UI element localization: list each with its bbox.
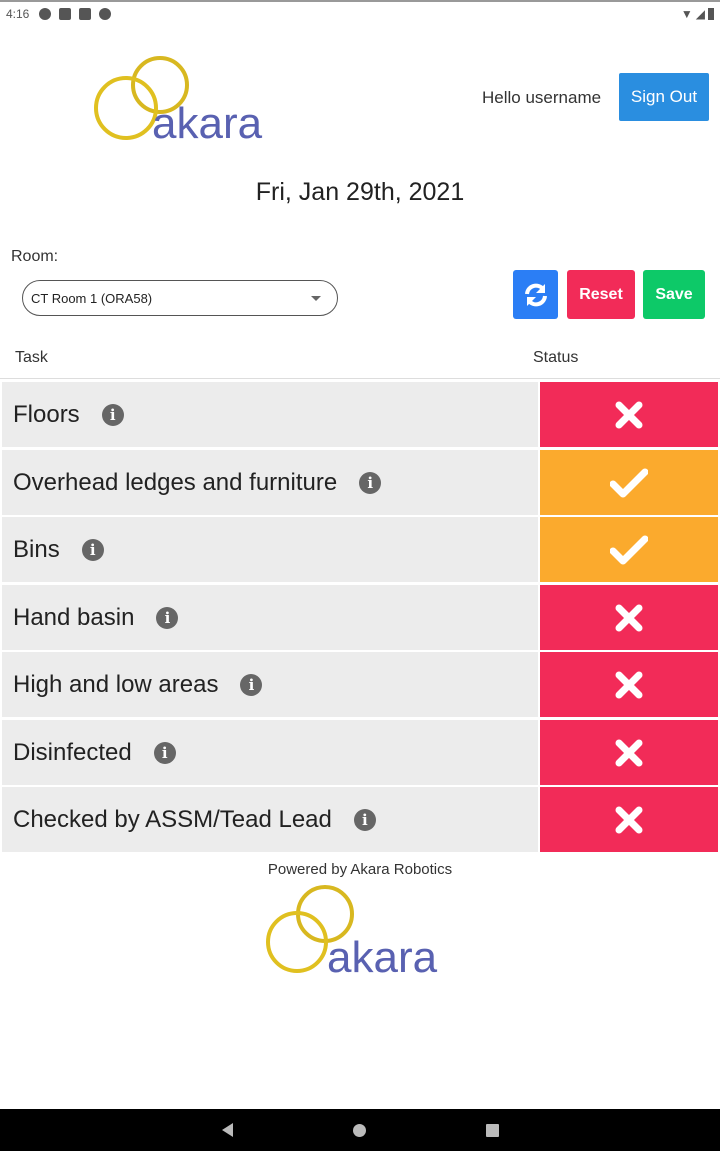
save-button[interactable]: Save — [643, 270, 705, 319]
task-name: Hand basin — [13, 603, 135, 631]
cross-icon — [615, 671, 643, 698]
info-icon[interactable]: i — [240, 673, 263, 696]
powered-by: Powered by Akara Robotics — [267, 861, 453, 878]
refresh-button[interactable] — [513, 270, 558, 319]
reset-button[interactable]: Reset — [567, 270, 635, 319]
notification-icon — [39, 8, 52, 20]
greeting: Hello username — [482, 88, 602, 107]
task-cell: Disinfected i — [2, 720, 538, 785]
system-nav-bar — [0, 1109, 720, 1151]
battery-icon — [708, 8, 714, 20]
cross-icon — [615, 401, 643, 428]
table-row: Hand basin i — [2, 585, 718, 650]
task-column-header: Task — [15, 349, 48, 366]
info-icon[interactable]: i — [153, 741, 176, 764]
info-icon[interactable]: i — [353, 808, 376, 831]
wifi-icon: ▼ — [680, 7, 693, 21]
info-icon[interactable]: i — [359, 471, 382, 494]
status-toggle[interactable] — [540, 450, 718, 515]
cross-icon — [615, 739, 643, 766]
cross-icon — [615, 806, 643, 833]
status-toggle[interactable] — [540, 517, 718, 582]
status-toggle[interactable] — [540, 585, 718, 650]
akara-footer-logo: akara — [266, 885, 438, 977]
akara-logo: akara — [94, 56, 263, 145]
svg-text:akara: akara — [152, 99, 263, 145]
status-toggle[interactable] — [540, 720, 718, 785]
divider — [0, 378, 720, 379]
cross-icon — [615, 604, 643, 631]
task-name: Floors — [13, 400, 80, 428]
status-toggle[interactable] — [540, 382, 718, 447]
room-label: Room: — [11, 248, 59, 265]
back-icon[interactable] — [221, 1123, 233, 1137]
check-icon — [610, 468, 648, 497]
task-cell: Floors i — [2, 382, 538, 447]
table-row: Disinfected i — [2, 720, 718, 785]
recents-icon[interactable] — [485, 1123, 499, 1137]
room-select[interactable]: CT Room 1 (ORA58) — [22, 280, 338, 316]
task-cell: High and low areas i — [2, 652, 538, 717]
system-status-bar: 4:16 ▼ ◢ — [0, 0, 720, 26]
info-icon[interactable]: i — [81, 538, 104, 561]
table-row: Overhead ledges and furniture i — [2, 450, 718, 515]
notification-icon — [59, 8, 72, 20]
room-selected-value: CT Room 1 (ORA58) — [31, 290, 153, 306]
clock: 4:16 — [6, 7, 30, 21]
task-cell: Checked by ASSM/Tead Lead i — [2, 787, 538, 852]
sign-out-button[interactable]: Sign Out — [619, 73, 709, 121]
status-column-header: Status — [533, 349, 579, 366]
home-icon[interactable] — [352, 1123, 366, 1137]
sync-icon — [99, 8, 112, 20]
status-toggle[interactable] — [540, 787, 718, 852]
info-icon[interactable]: i — [156, 606, 179, 629]
svg-text:akara: akara — [327, 933, 438, 977]
signal-icon: ◢ — [695, 7, 705, 21]
table-row: Floors i — [2, 382, 718, 447]
check-icon — [610, 535, 648, 564]
table-row: High and low areas i — [2, 652, 718, 717]
task-cell: Overhead ledges and furniture i — [2, 450, 538, 515]
table-row: Checked by ASSM/Tead Lead i — [2, 787, 718, 852]
status-toggle[interactable] — [540, 652, 718, 717]
task-cell: Bins i — [2, 517, 538, 582]
task-name: Checked by ASSM/Tead Lead — [13, 805, 332, 833]
task-name: Bins — [13, 535, 60, 563]
table-row: Bins i — [2, 517, 718, 582]
task-name: Overhead ledges and furniture — [13, 468, 338, 496]
chevron-down-icon — [311, 296, 321, 301]
refresh-icon — [524, 283, 547, 306]
sd-card-icon — [79, 8, 92, 20]
info-icon[interactable]: i — [101, 403, 124, 426]
current-date: Fri, Jan 29th, 2021 — [255, 178, 465, 206]
task-name: High and low areas — [13, 670, 219, 698]
task-cell: Hand basin i — [2, 585, 538, 650]
task-name: Disinfected — [13, 738, 132, 766]
